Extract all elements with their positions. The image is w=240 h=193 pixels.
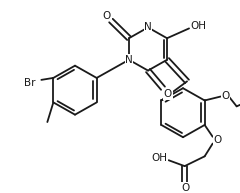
Text: O: O xyxy=(181,183,190,193)
Text: O: O xyxy=(222,91,230,101)
Text: Br: Br xyxy=(24,78,35,88)
Text: N: N xyxy=(125,55,133,65)
Text: O: O xyxy=(214,135,222,145)
Text: OH: OH xyxy=(152,153,168,163)
Text: O: O xyxy=(164,89,172,99)
Text: OH: OH xyxy=(190,21,206,31)
Text: N: N xyxy=(144,22,152,32)
Text: O: O xyxy=(103,11,111,21)
